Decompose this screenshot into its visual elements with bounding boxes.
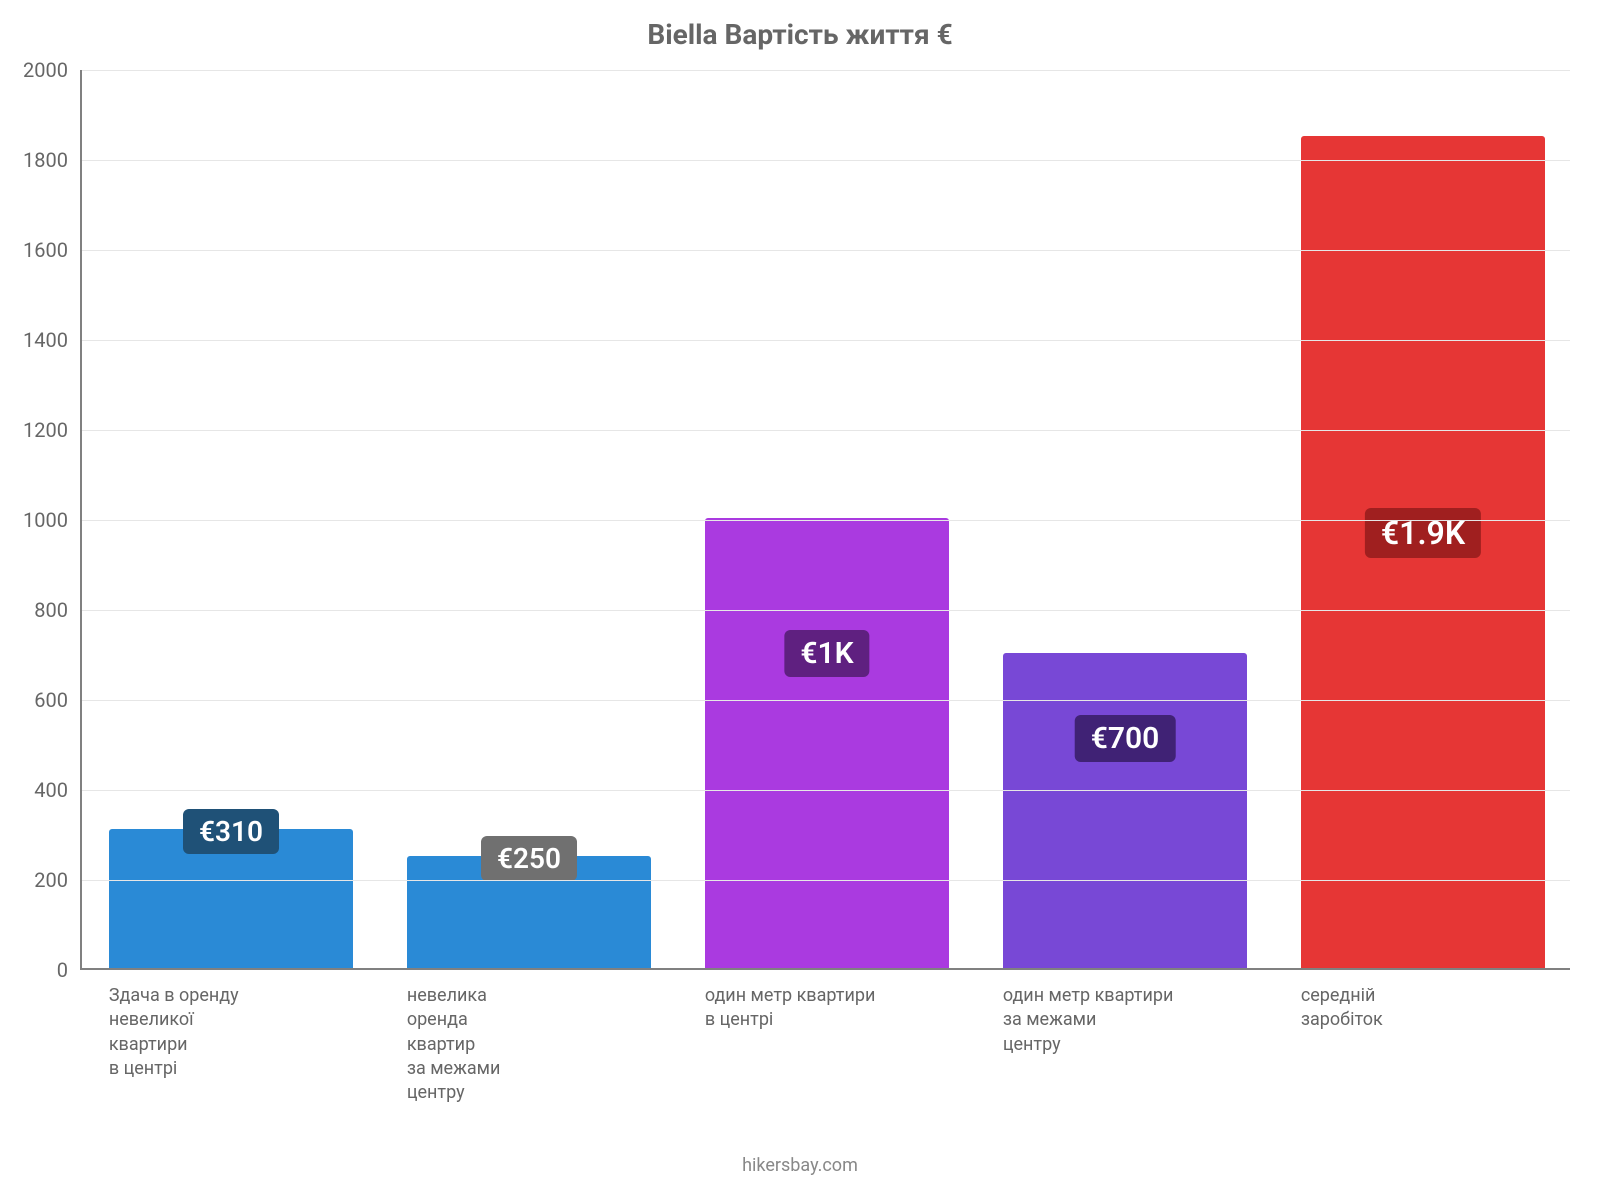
x-category-label: середнійзаробіток	[1301, 984, 1545, 1033]
bar-value-badge: €1K	[784, 630, 869, 677]
y-tick-label: 1400	[23, 328, 82, 352]
gridline	[82, 160, 1570, 161]
bars-layer: €310 €250 €1K €700 €1.9K	[82, 70, 1570, 968]
bar-value-badge: €310	[183, 809, 279, 854]
x-axis-labels: Здача в орендуневеликоїквартирив центрін…	[82, 968, 1570, 984]
bar-value-badge: €700	[1075, 715, 1176, 762]
chart-footer: hikersbay.com	[0, 1155, 1600, 1176]
y-tick-label: 600	[34, 688, 82, 712]
y-tick-label: 2000	[23, 58, 82, 82]
chart-title: Biella Вартість життя €	[0, 18, 1600, 51]
y-tick-label: 1000	[23, 508, 82, 532]
gridline	[82, 790, 1570, 791]
gridline	[82, 520, 1570, 521]
y-tick-label: 200	[34, 868, 82, 892]
cost-of-living-bar-chart: Biella Вартість життя € €310€250€1K€700€…	[0, 0, 1600, 1200]
x-category-label: Здача в орендуневеликоїквартирив центрі	[109, 984, 353, 1081]
gridline	[82, 880, 1570, 881]
gridline	[82, 430, 1570, 431]
gridline	[82, 610, 1570, 611]
y-tick-label: 1600	[23, 238, 82, 262]
bar-value-badge: €250	[481, 836, 577, 881]
plot-area: €310€250€1K€700€1.9K Здача в орендуневел…	[80, 70, 1570, 970]
bar-value-badge: €1.9K	[1365, 508, 1481, 558]
gridline	[82, 340, 1570, 341]
gridline	[82, 250, 1570, 251]
y-tick-label: 400	[34, 778, 82, 802]
y-tick-label: 800	[34, 598, 82, 622]
bar	[705, 518, 949, 968]
gridline	[82, 70, 1570, 71]
gridline	[82, 700, 1570, 701]
y-tick-label: 1800	[23, 148, 82, 172]
y-tick-label: 1200	[23, 418, 82, 442]
x-category-label: один метр квартирив центрі	[705, 984, 949, 1033]
x-category-label: один метр квартириза межамицентру	[1003, 984, 1247, 1057]
x-category-label: невеликаорендаквартирза межамицентру	[407, 984, 651, 1105]
y-tick-label: 0	[57, 958, 82, 982]
